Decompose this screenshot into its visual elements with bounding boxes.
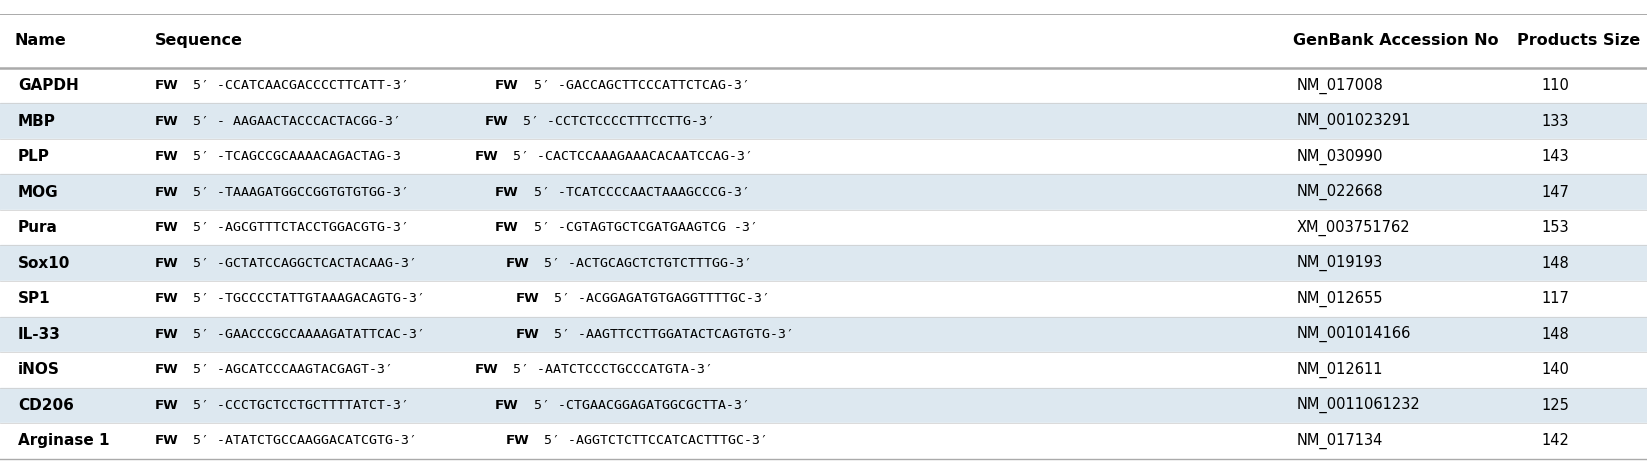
Text: 5′ -ATATCTGCCAAGGACATCGTG-3′: 5′ -ATATCTGCCAAGGACATCGTG-3′ xyxy=(186,434,433,447)
Text: FW: FW xyxy=(516,328,540,341)
Bar xyxy=(0,388,1647,423)
Bar xyxy=(0,68,1647,103)
Text: SP1: SP1 xyxy=(18,291,51,306)
Text: FW: FW xyxy=(155,434,178,447)
Text: FW: FW xyxy=(155,292,178,305)
Text: 133: 133 xyxy=(1542,114,1570,129)
Text: 117: 117 xyxy=(1542,291,1570,306)
Text: 5′ -AGCGTTTCTACCTGGACGTG-3′: 5′ -AGCGTTTCTACCTGGACGTG-3′ xyxy=(186,221,425,234)
Text: NM_022668: NM_022668 xyxy=(1296,184,1383,200)
Text: FW: FW xyxy=(506,257,529,270)
Text: 5′ -GACCAGCTTCCCATTCTCAG-3′: 5′ -GACCAGCTTCCCATTCTCAG-3′ xyxy=(525,79,749,92)
Text: 5′ -ACTGCAGCTCTGTCTTTGG-3′: 5′ -ACTGCAGCTCTGTCTTTGG-3′ xyxy=(537,257,753,270)
Text: NM_019193: NM_019193 xyxy=(1296,255,1382,271)
Bar xyxy=(0,281,1647,316)
Text: 143: 143 xyxy=(1542,149,1570,164)
Text: 5′ -TAAAGATGGCCGGTGTGTGG-3′: 5′ -TAAAGATGGCCGGTGTGTGG-3′ xyxy=(186,186,425,199)
Bar xyxy=(0,103,1647,139)
Text: NM_017008: NM_017008 xyxy=(1296,78,1383,94)
Bar xyxy=(0,423,1647,459)
Text: FW: FW xyxy=(484,115,509,128)
Text: NM_012611: NM_012611 xyxy=(1296,362,1383,378)
Text: Name: Name xyxy=(15,33,66,49)
Text: 5′ - AAGAACTACCCACTACGG-3′: 5′ - AAGAACTACCCACTACGG-3′ xyxy=(186,115,417,128)
Text: NM_012655: NM_012655 xyxy=(1296,291,1383,307)
Text: Pura: Pura xyxy=(18,220,58,235)
Text: 5′ -GAACCCGCCAAAAGATATTCAC-3′: 5′ -GAACCCGCCAAAAGATATTCAC-3′ xyxy=(186,328,441,341)
Text: FW: FW xyxy=(496,79,519,92)
Text: 5′ -AATCTCCCTGCCCATGTA-3′: 5′ -AATCTCCCTGCCCATGTA-3′ xyxy=(506,363,713,376)
Text: GenBank Accession No: GenBank Accession No xyxy=(1293,33,1499,49)
Text: 5′ -CGTAGTGCTCGATGAAGTCG -3′: 5′ -CGTAGTGCTCGATGAAGTCG -3′ xyxy=(525,221,758,234)
Text: 125: 125 xyxy=(1542,398,1570,413)
Text: FW: FW xyxy=(155,221,178,234)
Text: NM_017134: NM_017134 xyxy=(1296,433,1382,449)
Bar xyxy=(0,352,1647,388)
Text: FW: FW xyxy=(496,399,519,412)
Bar xyxy=(0,316,1647,352)
Text: Sox10: Sox10 xyxy=(18,256,71,271)
Text: 5′ -TCATCCCCAACTAAAGCCCG-3′: 5′ -TCATCCCCAACTAAAGCCCG-3′ xyxy=(525,186,749,199)
Text: 140: 140 xyxy=(1542,362,1570,377)
Text: 5′ -CCATCAACGACCCCTTCATT-3′: 5′ -CCATCAACGACCCCTTCATT-3′ xyxy=(186,79,425,92)
Text: CD206: CD206 xyxy=(18,398,74,413)
Text: 147: 147 xyxy=(1542,185,1570,200)
Text: 5′ -AGGTCTCTTCCATCACTTTGC-3′: 5′ -AGGTCTCTTCCATCACTTTGC-3′ xyxy=(537,434,768,447)
Text: 5′ -ACGGAGATGTGAGGTTTTGC-3′: 5′ -ACGGAGATGTGAGGTTTTGC-3′ xyxy=(547,292,771,305)
Text: PLP: PLP xyxy=(18,149,49,164)
Text: Arginase 1: Arginase 1 xyxy=(18,433,110,448)
Text: IL-33: IL-33 xyxy=(18,327,61,342)
Text: FW: FW xyxy=(496,221,519,234)
Text: FW: FW xyxy=(155,328,178,341)
Text: FW: FW xyxy=(496,186,519,199)
Text: GAPDH: GAPDH xyxy=(18,78,79,93)
Text: Products Size: Products Size xyxy=(1517,33,1640,49)
Text: 148: 148 xyxy=(1542,256,1570,271)
Text: FW: FW xyxy=(155,186,178,199)
Text: 148: 148 xyxy=(1542,327,1570,342)
Bar xyxy=(0,246,1647,281)
Text: MBP: MBP xyxy=(18,114,56,129)
Text: FW: FW xyxy=(155,399,178,412)
Text: 142: 142 xyxy=(1542,433,1570,448)
Text: 5′ -CCTCTCCCCTTTCCTTG-3′: 5′ -CCTCTCCCCTTTCCTTG-3′ xyxy=(516,115,715,128)
Text: FW: FW xyxy=(474,150,499,163)
Text: NM_030990: NM_030990 xyxy=(1296,148,1383,165)
Text: 5′ -GCTATCCAGGCTCACTACAAG-3′: 5′ -GCTATCCAGGCTCACTACAAG-3′ xyxy=(186,257,433,270)
Text: 5′ -TGCCCCTATTGTAAAGACAGTG-3′: 5′ -TGCCCCTATTGTAAAGACAGTG-3′ xyxy=(186,292,441,305)
Text: NM_0011061232: NM_0011061232 xyxy=(1296,397,1420,413)
Text: iNOS: iNOS xyxy=(18,362,59,377)
Text: 5′ -TCAGCCGCAAAACAGACTAG-3: 5′ -TCAGCCGCAAAACAGACTAG-3 xyxy=(186,150,410,163)
Bar xyxy=(0,210,1647,246)
Text: NM_001023291: NM_001023291 xyxy=(1296,113,1411,129)
Text: Sequence: Sequence xyxy=(155,33,242,49)
Text: 5′ -CTGAACGGAGATGGCGCTTA-3′: 5′ -CTGAACGGAGATGGCGCTTA-3′ xyxy=(525,399,749,412)
Text: FW: FW xyxy=(506,434,529,447)
Text: XM_003751762: XM_003751762 xyxy=(1296,219,1410,236)
Bar xyxy=(0,175,1647,210)
Text: 5′ -CACTCCAAAGAAACACAATCCAG-3′: 5′ -CACTCCAAAGAAACACAATCCAG-3′ xyxy=(506,150,753,163)
Text: FW: FW xyxy=(474,363,499,376)
Text: 110: 110 xyxy=(1542,78,1570,93)
Text: FW: FW xyxy=(155,363,178,376)
Text: 5′ -AAGTTCCTTGGATACTCAGTGTG-3′: 5′ -AAGTTCCTTGGATACTCAGTGTG-3′ xyxy=(547,328,794,341)
Bar xyxy=(0,14,1647,68)
Text: 5′ -AGCATCCCAAGTACGAGT-3′: 5′ -AGCATCCCAAGTACGAGT-3′ xyxy=(186,363,410,376)
Text: FW: FW xyxy=(155,257,178,270)
Text: FW: FW xyxy=(155,115,178,128)
Text: 5′ -CCCTGCTCCTGCTTTTATCT-3′: 5′ -CCCTGCTCCTGCTTTTATCT-3′ xyxy=(186,399,425,412)
Text: NM_001014166: NM_001014166 xyxy=(1296,326,1410,343)
Text: FW: FW xyxy=(516,292,540,305)
Bar xyxy=(0,139,1647,175)
Text: FW: FW xyxy=(155,150,178,163)
Text: 153: 153 xyxy=(1542,220,1570,235)
Text: FW: FW xyxy=(155,79,178,92)
Text: MOG: MOG xyxy=(18,185,59,200)
